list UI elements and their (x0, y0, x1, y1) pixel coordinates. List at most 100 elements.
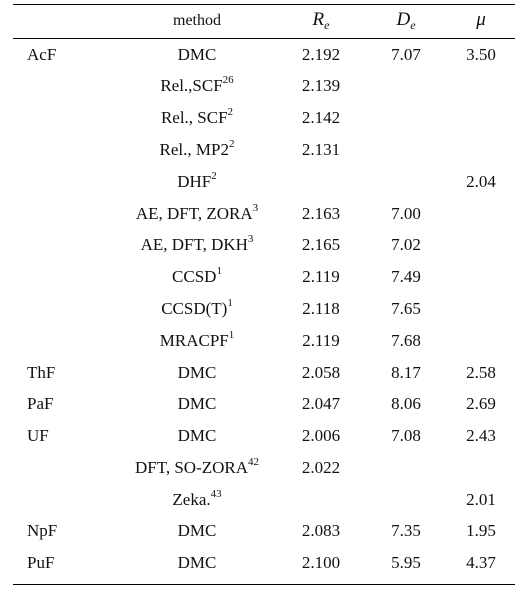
citation-superscript: 42 (248, 456, 260, 469)
method-cell: MRACPF1 (159, 329, 235, 351)
header-rule (13, 38, 515, 39)
citation-superscript: 2 (211, 170, 217, 183)
de-cell: 8.17 (391, 363, 421, 383)
citation-superscript: 2 (227, 106, 234, 119)
mu-cell-text: 3.50 (466, 45, 496, 64)
re-cell: 2.083 (302, 521, 340, 541)
de-cell-text: 5.95 (391, 553, 421, 572)
method-cell: CCSD(T)1 (161, 298, 233, 319)
re-cell: 2.131 (302, 140, 340, 160)
mu-cell-text: 2.69 (466, 394, 496, 413)
re-cell-text: 2.100 (301, 553, 341, 572)
de-cell-text: 7.02 (391, 235, 421, 254)
re-cell-text: 2.119 (302, 267, 340, 286)
method-cell-text: CCSD(T) (161, 299, 228, 318)
method-cell-text: MRACPF (159, 331, 229, 350)
header-mu: μ (476, 9, 486, 30)
re-cell: 2.100 (302, 553, 340, 573)
method-cell: Rel.,SCF26 (160, 74, 234, 96)
re-cell: 2.142 (302, 108, 340, 128)
molecule-cell: PuF (27, 553, 54, 573)
method-cell: AE, DFT, DKH3 (140, 234, 254, 255)
method-cell-text: DMC (177, 394, 217, 413)
method-cell-text: DMC (177, 521, 217, 540)
mu-cell-text: 1.95 (466, 521, 496, 540)
re-cell: 2.139 (302, 76, 340, 96)
mu-cell: 2.04 (466, 172, 496, 192)
header-method: method (173, 12, 221, 29)
molecule-cell-text: AcF (27, 45, 57, 64)
de-cell: 7.65 (391, 299, 421, 319)
re-cell: 2.165 (302, 235, 340, 255)
method-cell: DMC (178, 363, 217, 383)
re-cell-text: 2.118 (302, 299, 340, 318)
de-cell: 7.07 (391, 45, 421, 65)
mu-cell-text: 2.58 (466, 363, 496, 382)
method-cell-text: AE, DFT, ZORA (135, 204, 253, 223)
re-cell: 2.119 (302, 267, 340, 287)
de-cell-text: 7.49 (391, 267, 421, 286)
mu-cell: 2.01 (466, 490, 496, 510)
method-cell-text: DMC (177, 553, 217, 572)
de-cell: 7.08 (391, 426, 421, 446)
citation-superscript: 1 (228, 329, 235, 342)
mu-cell: 2.58 (466, 363, 496, 383)
re-cell-text: 2.139 (301, 76, 341, 95)
de-cell-text: 7.07 (391, 45, 421, 64)
de-cell-text: 8.17 (391, 363, 421, 382)
molecule-cell-text: PaF (27, 394, 54, 413)
method-cell: DFT, SO-ZORA42 (135, 456, 260, 478)
mu-cell: 4.37 (466, 553, 496, 573)
method-cell: DMC (178, 553, 217, 573)
re-cell-text: 2.192 (301, 45, 341, 64)
re-cell-text: 2.047 (301, 394, 341, 413)
mu-cell-text: 4.37 (466, 553, 496, 572)
re-cell-text: 2.006 (301, 426, 341, 445)
method-cell-text: Zeka. (172, 490, 211, 509)
de-cell-text: 7.35 (391, 521, 421, 540)
method-cell: DHF2 (177, 170, 217, 192)
method-cell-text: CCSD (172, 267, 217, 286)
re-cell-text: 2.142 (301, 108, 341, 127)
de-cell: 7.00 (391, 204, 421, 224)
re-cell: 2.119 (302, 331, 340, 351)
re-cell: 2.022 (302, 458, 340, 478)
header-re: Re (312, 9, 330, 33)
de-cell: 5.95 (391, 553, 421, 573)
molecule-cell: NpF (27, 521, 57, 541)
molecule-cell-text: NpF (27, 521, 58, 540)
method-cell: Rel., MP22 (160, 138, 235, 160)
citation-superscript: 3 (252, 202, 259, 215)
method-cell-text: AE, DFT, DKH (140, 235, 248, 254)
de-cell-text: 7.68 (391, 331, 421, 350)
molecule-cell-text: ThF (27, 363, 56, 382)
citation-superscript: 1 (216, 265, 222, 278)
method-cell-text: DMC (177, 363, 217, 382)
re-cell: 2.192 (302, 45, 340, 65)
de-cell: 8.06 (391, 394, 421, 414)
re-cell: 2.047 (302, 394, 340, 414)
method-cell-text: Rel., SCF (160, 108, 228, 127)
method-cell: Rel., SCF2 (160, 106, 234, 128)
mu-cell-text: 2.01 (466, 490, 496, 509)
citation-superscript: 2 (228, 138, 235, 151)
mu-cell: 2.69 (466, 394, 496, 414)
method-cell-text: DMC (177, 426, 217, 445)
method-cell-text: DMC (177, 45, 217, 64)
method-cell-text: DHF (177, 172, 212, 191)
re-cell: 2.058 (302, 363, 340, 383)
de-cell-text: 8.06 (391, 394, 421, 413)
header-de: De (396, 9, 416, 33)
de-cell: 7.02 (391, 235, 421, 255)
method-cell: DMC (178, 45, 217, 65)
re-cell: 2.006 (302, 426, 340, 446)
method-cell: AE, DFT, ZORA3 (135, 202, 259, 224)
citation-superscript: 43 (210, 488, 222, 501)
de-cell-text: 7.08 (391, 426, 421, 445)
mu-cell: 2.43 (466, 426, 496, 446)
mu-cell-text: 2.04 (466, 172, 496, 191)
citation-superscript: 26 (222, 74, 234, 87)
de-cell: 7.68 (391, 331, 421, 351)
re-cell-text: 2.165 (301, 235, 341, 254)
